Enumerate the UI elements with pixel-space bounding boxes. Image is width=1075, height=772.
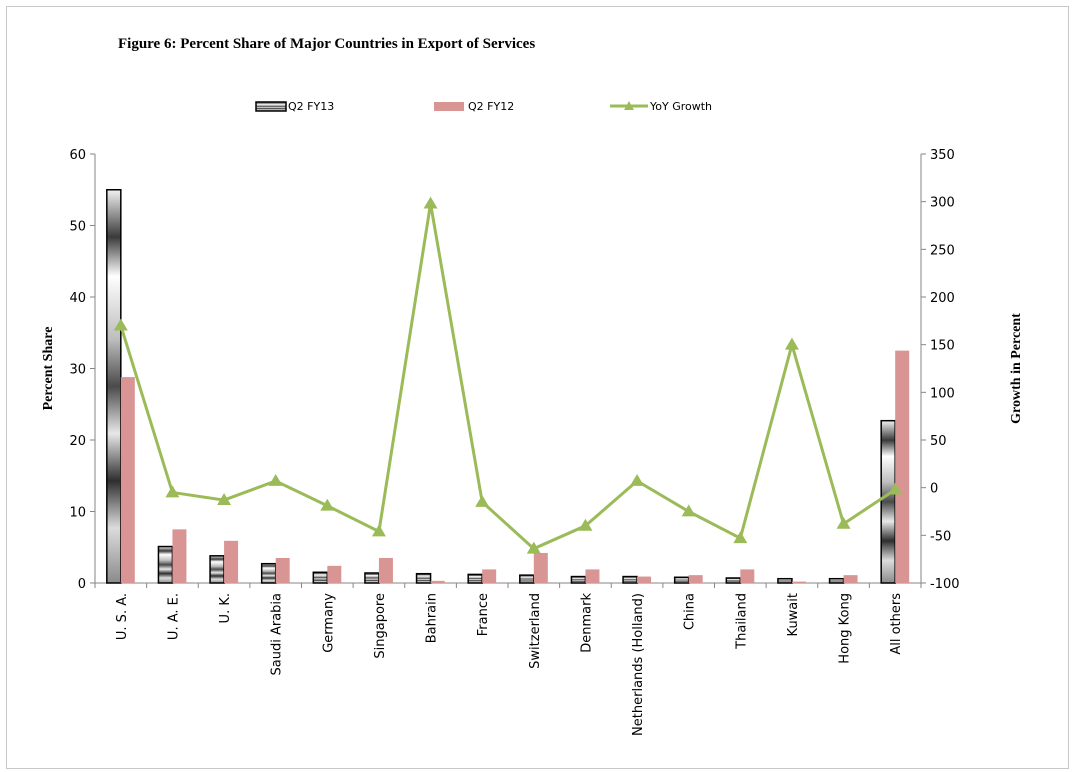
- bar-q2fy13: [828, 577, 845, 584]
- bar-q2fy12: [120, 377, 135, 583]
- category-label: Hong Kong: [838, 593, 853, 664]
- bar-q2fy12: [585, 569, 600, 583]
- bar-q2fy12: [172, 529, 187, 583]
- bar-q2fy13: [673, 576, 690, 584]
- y2-tick-label: 350: [930, 148, 955, 163]
- y2-tick-label: 300: [930, 196, 955, 211]
- growth-point: [320, 498, 335, 511]
- growth-point: [371, 524, 386, 537]
- bar-q2fy13: [312, 571, 329, 584]
- category-label: All others: [889, 593, 904, 655]
- bar-q2fy12: [224, 540, 239, 583]
- bar-q2fy12: [843, 575, 858, 583]
- growth-point: [165, 485, 180, 498]
- category-label: U. K.: [218, 593, 233, 623]
- growth-series-line: [119, 203, 897, 551]
- bar-q2fy13: [622, 575, 638, 584]
- bar-q2fy12: [895, 350, 910, 583]
- category-label: Bahrain: [425, 593, 440, 643]
- growth-point: [733, 531, 748, 544]
- growth-point: [475, 494, 490, 507]
- outer-border: [6, 6, 1069, 769]
- y2-tick-label: 200: [930, 291, 955, 306]
- y2-tick-label: -100: [930, 577, 960, 592]
- growth-point: [217, 493, 232, 505]
- y-tick-label: 0: [78, 577, 86, 592]
- category-label: Germany: [321, 593, 336, 653]
- bar-q2fy13: [519, 574, 535, 584]
- bar-q2fy12: [378, 557, 393, 583]
- y-tick-label: 40: [69, 291, 86, 306]
- bar-q2fy13: [260, 562, 277, 584]
- bar-q2fy12: [637, 576, 652, 583]
- legend-label-growth: YoY Growth: [649, 100, 712, 113]
- bar-q2fy12: [482, 569, 497, 583]
- category-label: Singapore: [373, 593, 388, 659]
- bar-q2fy13: [364, 572, 380, 584]
- bar-q2fy12: [533, 552, 548, 583]
- y2-tick-label: 0: [930, 482, 938, 497]
- category-label: U. A. E.: [166, 593, 181, 640]
- y2-tick-label: -50: [930, 529, 951, 544]
- bar-q2fy12: [791, 581, 806, 583]
- bar-q2fy13: [725, 577, 742, 584]
- legend-label-q2fy13: Q2 FY13: [288, 100, 334, 113]
- category-label: France: [476, 593, 491, 636]
- legend-swatch-q2fy13: [255, 101, 287, 112]
- y2-tick-label: 250: [930, 243, 955, 258]
- bar-q2fy13: [467, 573, 483, 584]
- bar-q2fy12: [430, 580, 445, 583]
- category-label: Saudi Arabia: [270, 593, 285, 676]
- growth-point: [681, 504, 696, 517]
- bar-q2fy13: [570, 575, 587, 584]
- category-label: Switzerland: [528, 593, 543, 669]
- bar-q2fy13: [106, 189, 122, 584]
- bar-q2fy12: [740, 569, 755, 583]
- y-tick-label: 50: [69, 220, 86, 235]
- category-labels: U. S. A. U. A. E. U. K. Saudi Arabia Germany…: [115, 593, 904, 736]
- category-label: China: [683, 593, 698, 630]
- axes: 0 10 20 30 40 50 60 -100 -50 0 50 100 150 200 250 300 35…: [69, 148, 959, 592]
- y2-tick-label: 50: [930, 434, 947, 449]
- growth-point: [113, 318, 128, 331]
- bar-q2fy12: [688, 575, 703, 583]
- category-label: U. S. A.: [115, 593, 130, 640]
- growth-point: [630, 473, 645, 486]
- category-label: Kuwait: [786, 593, 801, 636]
- legend: Q2 FY13 Q2 FY12 YoY Growth: [255, 100, 712, 113]
- bar-q2fy13: [415, 572, 432, 584]
- y-tick-label: 30: [69, 363, 86, 378]
- growth-point: [836, 516, 851, 529]
- y-axis-title: Percent Share: [41, 327, 56, 411]
- legend-label-q2fy12: Q2 FY12: [468, 100, 514, 113]
- legend-marker-growth: [624, 101, 634, 110]
- y-tick-label: 60: [69, 148, 86, 163]
- y-tick-label: 10: [69, 506, 86, 521]
- y-tick-label: 20: [69, 434, 86, 449]
- y2-tick-label: 100: [930, 386, 955, 401]
- category-label: Netherlands (Holland): [631, 593, 646, 736]
- bars: [106, 189, 910, 584]
- category-label: Denmark: [579, 593, 594, 653]
- bar-q2fy12: [275, 557, 290, 583]
- category-label: Thailand: [734, 593, 749, 650]
- growth-point: [784, 337, 799, 350]
- growth-point: [888, 482, 903, 495]
- growth-point: [526, 541, 541, 554]
- bar-q2fy13: [157, 545, 174, 584]
- bar-q2fy13: [880, 419, 896, 584]
- growth-point: [423, 196, 438, 209]
- y2-tick-label: 150: [930, 339, 955, 354]
- bar-q2fy13: [777, 577, 793, 584]
- legend-swatch-q2fy12: [434, 102, 464, 111]
- bar-q2fy13: [209, 555, 225, 584]
- bar-q2fy12: [327, 565, 342, 583]
- chart-title: Figure 6: Percent Share of Major Countri…: [118, 36, 535, 52]
- growth-line-layer: [113, 196, 903, 554]
- growth-point: [578, 518, 593, 531]
- y2-axis-title: Growth in Percent: [1009, 313, 1024, 424]
- growth-point: [268, 473, 283, 486]
